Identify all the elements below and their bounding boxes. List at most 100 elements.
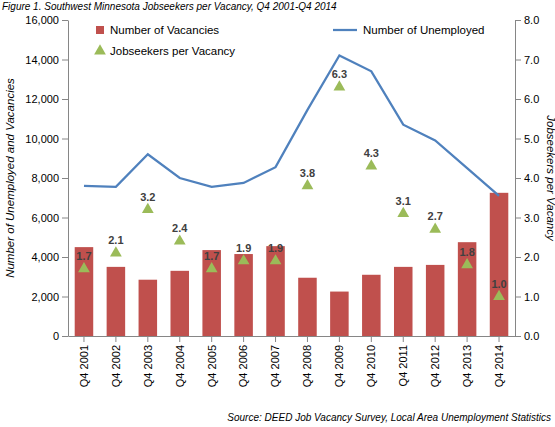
data-label: 3.1 [396, 195, 411, 207]
tick: 0 [53, 330, 68, 342]
tick: Q4 2013 [461, 336, 473, 387]
tick-mark [62, 178, 68, 179]
tick: Q4 2006 [237, 336, 249, 387]
data-label: 2.1 [108, 234, 123, 246]
tick: Q4 2011 [397, 336, 409, 386]
legend-label: Number of Vacancies [110, 24, 219, 36]
tick-label: Q4 2004 [174, 345, 186, 387]
tick: Q4 2008 [301, 336, 313, 387]
tick-mark [515, 218, 521, 219]
tick-mark [179, 336, 180, 342]
tick-mark [515, 60, 521, 61]
tick-mark [499, 336, 500, 342]
tick-label: 0.0 [524, 330, 539, 342]
tick: Q4 2005 [206, 336, 218, 387]
tick: Q4 2001 [78, 336, 90, 387]
title: Figure 1. Southwest Minnesota Jobseekers… [2, 1, 337, 12]
tick: Q4 2004 [174, 336, 186, 387]
bar [394, 267, 413, 336]
marks [75, 56, 509, 336]
tick: Q4 2010 [365, 336, 377, 387]
marker [397, 207, 409, 217]
marker [174, 234, 186, 244]
bar [458, 242, 477, 336]
markers [78, 80, 505, 300]
chart: 1.72.13.22.41.71.91.93.86.34.33.12.71.81… [0, 0, 555, 427]
marker [365, 159, 377, 169]
tick-mark [515, 20, 521, 21]
tick-label: Q4 2011 [397, 345, 409, 386]
tick-label: 7.0 [524, 54, 539, 66]
line [84, 56, 499, 196]
tick-mark [515, 99, 521, 100]
tick-label: 2.0 [524, 251, 539, 263]
tick: 16,000 [25, 14, 68, 26]
data-label: 3.2 [140, 191, 155, 203]
bar [139, 280, 158, 336]
bar [202, 250, 221, 336]
legend-swatch [96, 26, 104, 34]
data-label: 1.7 [76, 250, 91, 262]
bar [107, 267, 126, 336]
data-label: 1.9 [236, 242, 251, 254]
tick-label: 4,000 [31, 251, 59, 263]
data-label: 6.3 [332, 68, 347, 80]
tick-label: 6,000 [31, 212, 59, 224]
tick-mark [62, 20, 68, 21]
source: Source: DEED Job Vacancy Survey, Local A… [227, 412, 551, 423]
legend-swatch [94, 44, 106, 54]
tick: Q4 2002 [110, 336, 122, 387]
tick-mark [211, 336, 212, 342]
tick-mark [62, 60, 68, 61]
marker [493, 290, 505, 300]
marker [429, 223, 441, 233]
tick-mark [147, 336, 148, 342]
tick: 1.0 [515, 291, 539, 303]
tick-label: 3.0 [524, 212, 539, 224]
tick-label: Q4 2001 [78, 345, 90, 387]
tick-label: 12,000 [25, 93, 59, 105]
tick-label: 5.0 [524, 133, 539, 145]
tick-label: Q4 2006 [237, 345, 249, 387]
tick-mark [115, 336, 116, 342]
tick-mark [515, 139, 521, 140]
tick: 10,000 [25, 133, 68, 145]
data-label: 3.8 [300, 167, 315, 179]
bar [266, 246, 285, 336]
data-label: 1.7 [204, 250, 219, 262]
tick: 3.0 [515, 212, 539, 224]
bar [170, 271, 189, 336]
tick-label: 6.0 [524, 93, 539, 105]
data-label: 1.8 [459, 246, 474, 258]
legend-item: Number of Unemployed [333, 24, 484, 36]
data-label: 4.3 [364, 147, 379, 159]
tick: 8,000 [31, 172, 68, 184]
x-axis: Q4 2001Q4 2002Q4 2003Q4 2004Q4 2005Q4 20… [69, 336, 516, 387]
tick-mark [307, 336, 308, 342]
legend-item: Number of Vacancies [96, 24, 219, 36]
tick: 0.0 [515, 330, 539, 342]
data-label: 1.0 [491, 278, 506, 290]
data-labels: 1.72.13.22.41.71.91.93.86.34.33.12.71.81… [76, 68, 506, 289]
tick-mark [275, 336, 276, 342]
bar [75, 247, 94, 336]
data-label: 2.7 [428, 210, 443, 222]
tick-mark [83, 336, 84, 342]
tick-mark [62, 336, 68, 337]
y-axis: 0 2,000 4,000 6,000 8,000 10,000 12,000 14,000 1… [25, 14, 68, 342]
tick-mark [339, 336, 340, 342]
data-label: 1.9 [268, 242, 283, 254]
tick: 2.0 [515, 251, 539, 263]
tick-label: 2,000 [31, 291, 59, 303]
tick-mark [515, 336, 521, 337]
marker [334, 80, 346, 90]
tick-mark [515, 178, 521, 179]
marker [142, 203, 154, 213]
tick: 4,000 [31, 251, 68, 263]
marker [270, 254, 282, 264]
legend-label: Number of Unemployed [363, 24, 484, 36]
bar [298, 278, 317, 336]
tick-mark [467, 336, 468, 342]
tick: 14,000 [25, 54, 68, 66]
marker [206, 262, 218, 272]
